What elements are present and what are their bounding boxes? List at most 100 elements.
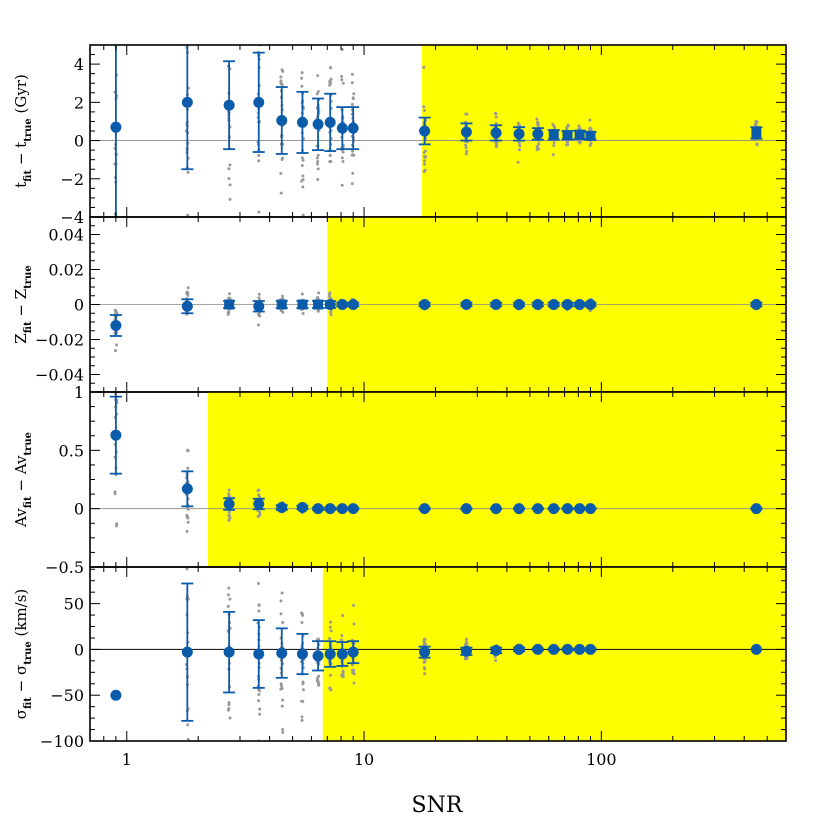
scatter-point xyxy=(317,683,321,687)
data-point xyxy=(110,320,122,331)
scatter-point xyxy=(301,682,305,686)
scatter-point xyxy=(422,105,426,109)
scatter-point xyxy=(329,673,333,677)
scatter-point xyxy=(279,599,283,603)
scatter-point xyxy=(228,292,232,296)
scatter-point xyxy=(300,620,304,624)
data-point xyxy=(490,644,502,656)
scatter-point xyxy=(257,603,261,607)
scatter-point xyxy=(329,160,333,164)
scatter-point xyxy=(301,311,305,315)
scatter-point xyxy=(317,674,321,678)
scatter-point xyxy=(300,84,304,88)
scatter-point xyxy=(422,65,426,69)
scatter-point xyxy=(228,597,232,601)
data-point xyxy=(312,118,324,130)
data-point xyxy=(419,646,431,658)
scatter-point xyxy=(423,168,427,172)
x-tick-label: 10 xyxy=(354,750,374,769)
data-point xyxy=(347,122,359,134)
data-point xyxy=(296,116,308,128)
scatter-point xyxy=(301,185,305,189)
scatter-point xyxy=(257,4,260,7)
scatter-point xyxy=(340,156,344,160)
scatter-point xyxy=(341,81,345,85)
scatter-point xyxy=(315,162,319,166)
y-axis-label: Zfit − Ztrue xyxy=(12,265,34,343)
scatter-point xyxy=(227,510,231,514)
scatter-point xyxy=(494,121,498,125)
scatter-point xyxy=(352,92,356,96)
scatter-point xyxy=(423,159,427,163)
scatter-point xyxy=(258,712,262,716)
scatter-point xyxy=(516,160,520,164)
scatter-point xyxy=(329,620,333,624)
data-point xyxy=(548,299,560,310)
scatter-point xyxy=(115,23,118,26)
data-point xyxy=(313,299,324,310)
scatter-point xyxy=(423,149,427,153)
scatter-point xyxy=(423,637,427,641)
data-point xyxy=(110,429,122,441)
data-point xyxy=(324,648,336,660)
scatter-point xyxy=(256,323,260,327)
data-point xyxy=(181,96,193,108)
panel-metallicity: 0.04 0.02 0 −0.02 −0.04 Zfit − Ztrue xyxy=(12,216,787,393)
data-point xyxy=(490,503,502,515)
y-axis-label: tfit − ttrue (Gyr) xyxy=(12,74,34,188)
scatter-point xyxy=(423,659,427,663)
scatter-point xyxy=(256,581,260,585)
scatter-point xyxy=(186,170,190,174)
scatter-point xyxy=(115,343,119,347)
scatter-point xyxy=(316,681,320,685)
scatter-point xyxy=(328,686,332,690)
data-point xyxy=(532,299,544,310)
data-point xyxy=(324,503,336,515)
scatter-point xyxy=(301,158,305,162)
scatter-point xyxy=(300,611,304,615)
scatter-point xyxy=(281,620,285,624)
data-point xyxy=(574,299,586,310)
scatter-point xyxy=(552,124,556,128)
scatter-point xyxy=(281,730,285,734)
scatter-point xyxy=(341,672,345,676)
scatter-point xyxy=(187,34,190,37)
data-point xyxy=(110,121,122,133)
y-tick-label: 0 xyxy=(74,132,84,151)
scatter-point xyxy=(258,314,262,318)
scatter-point xyxy=(226,593,230,597)
scatter-point xyxy=(339,638,343,642)
scatter-point xyxy=(186,449,190,453)
scatter-point xyxy=(422,666,426,670)
scatter-point xyxy=(494,140,498,144)
scatter-point xyxy=(328,637,332,641)
y-tick-label: −2 xyxy=(60,170,84,189)
scatter-point xyxy=(186,780,189,783)
scatter-point xyxy=(115,384,118,387)
scatter-point xyxy=(281,727,285,731)
scatter-point xyxy=(114,249,117,252)
data-point xyxy=(276,502,288,513)
scatter-point xyxy=(186,546,189,549)
scatter-point xyxy=(113,490,117,494)
scatter-point xyxy=(754,120,758,124)
scatter-point xyxy=(257,21,260,24)
scatter-point xyxy=(329,310,333,314)
scatter-point xyxy=(281,9,284,12)
y-tick-label: −0.5 xyxy=(45,558,84,577)
data-point xyxy=(513,643,525,655)
scatter-point xyxy=(566,143,570,147)
scatter-point xyxy=(588,118,592,122)
x-axis: 1 10 100 xyxy=(122,750,617,769)
scatter-point xyxy=(300,718,304,722)
scatter-point xyxy=(186,458,189,461)
data-point xyxy=(253,648,265,660)
scatter-point xyxy=(465,656,469,660)
data-point xyxy=(490,299,502,310)
scatter-point xyxy=(227,586,231,590)
scatter-point xyxy=(350,81,354,85)
scatter-point xyxy=(186,239,189,242)
x-tick-label: 100 xyxy=(586,750,617,769)
y-tick-label: 2 xyxy=(74,93,84,112)
scatter-point xyxy=(257,699,261,703)
